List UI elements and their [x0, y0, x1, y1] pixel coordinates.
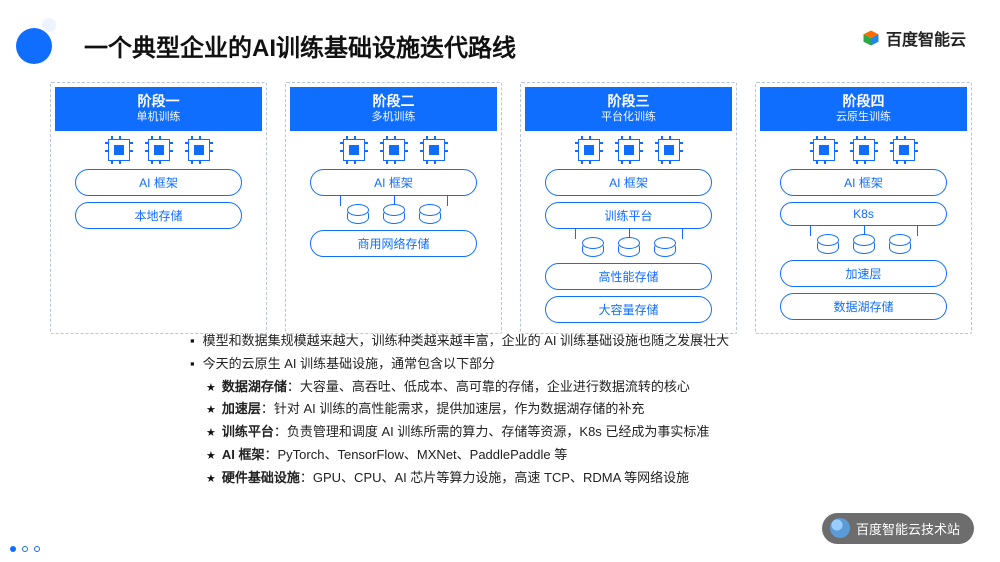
stage-subtitle: 云原生训练: [760, 111, 967, 125]
layer-pill: 加速层: [780, 260, 948, 287]
layer-pill: 高性能存储: [545, 263, 713, 290]
brand-text: 百度智能云: [886, 26, 966, 50]
stage-column: 阶段四云原生训练 AI 框架 K8s 加速层数据湖存储: [755, 82, 972, 334]
chip-icon: [658, 139, 680, 161]
chip-icon: [813, 139, 835, 161]
cylinder-icon: [618, 241, 640, 257]
chip-icon: [893, 139, 915, 161]
stage-subtitle: 单机训练: [55, 111, 262, 125]
chip-icon: [383, 139, 405, 161]
stage-subtitle: 多机训练: [290, 111, 497, 125]
page-indicator: [10, 546, 40, 552]
cylinder-icon: [654, 241, 676, 257]
stage-subtitle: 平台化训练: [525, 111, 732, 125]
cylinder-icon: [582, 241, 604, 257]
chip-row: [296, 139, 491, 161]
stage-column: 阶段三平台化训练 AI 框架训练平台高性能存储大容量存储: [520, 82, 737, 334]
cylinder-row: [766, 238, 961, 254]
cylinder-row: [531, 241, 726, 257]
bullet-star-item: AI 框架：PyTorch、TensorFlow、MXNet、PaddlePad…: [190, 444, 960, 467]
bullet-item: 今天的云原生 AI 训练基础设施，通常包含以下部分: [190, 353, 960, 376]
chip-icon: [343, 139, 365, 161]
chip-icon: [148, 139, 170, 161]
pager-dot: [10, 546, 16, 552]
stage-header: 阶段二多机训练: [290, 87, 497, 131]
chip-icon: [108, 139, 130, 161]
cylinder-icon: [383, 208, 405, 224]
stage-title: 阶段二: [290, 93, 497, 111]
wechat-badge: 百度智能云技术站: [822, 513, 974, 544]
chip-icon: [618, 139, 640, 161]
layer-pill: AI 框架: [310, 169, 478, 196]
stage-header: 阶段一单机训练: [55, 87, 262, 131]
layer-pill: 商用网络存储: [310, 230, 478, 257]
pager-dot: [34, 546, 40, 552]
stage-title: 阶段三: [525, 93, 732, 111]
stage-body: AI 框架本地存储: [51, 139, 266, 239]
chip-icon: [188, 139, 210, 161]
stage-body: AI 框架训练平台高性能存储大容量存储: [521, 139, 736, 333]
cylinder-icon: [419, 208, 441, 224]
layer-pill: 大容量存储: [545, 296, 713, 323]
stage-body: AI 框架商用网络存储: [286, 139, 501, 267]
chip-row: [766, 139, 961, 161]
chip-row: [61, 139, 256, 161]
stages-row: 阶段一单机训练AI 框架本地存储阶段二多机训练AI 框架商用网络存储阶段三平台化…: [50, 82, 972, 334]
cube-icon: [862, 29, 880, 47]
cylinder-icon: [817, 238, 839, 254]
brand-logo: 百度智能云: [862, 26, 966, 50]
stage-title: 阶段一: [55, 93, 262, 111]
stage-header: 阶段四云原生训练: [760, 87, 967, 131]
chip-icon: [423, 139, 445, 161]
cylinder-icon: [853, 238, 875, 254]
stage-title: 阶段四: [760, 93, 967, 111]
bullet-star-item: 训练平台：负责管理和调度 AI 训练所需的算力、存储等资源，K8s 已经成为事实…: [190, 421, 960, 444]
bullet-star-item: 数据湖存储：大容量、高吞吐、低成本、高可靠的存储，企业进行数据流转的核心: [190, 376, 960, 399]
bullet-star-item: 硬件基础设施：GPU、CPU、AI 芯片等算力设施，高速 TCP、RDMA 等网…: [190, 467, 960, 490]
layer-pill: AI 框架: [545, 169, 713, 196]
stage-header: 阶段三平台化训练: [525, 87, 732, 131]
bullet-item: 模型和数据集规模越来越大，训练种类越来越丰富，企业的 AI 训练基础设施也随之发…: [190, 330, 960, 353]
layer-pill: 数据湖存储: [780, 293, 948, 320]
chip-row: [531, 139, 726, 161]
stage-column: 阶段一单机训练 AI 框架本地存储: [50, 82, 267, 334]
chip-icon: [853, 139, 875, 161]
bullet-star-item: 加速层：针对 AI 训练的高性能需求，提供加速层，作为数据湖存储的补充: [190, 398, 960, 421]
cylinder-icon: [889, 238, 911, 254]
pager-dot: [22, 546, 28, 552]
layer-pill: AI 框架: [780, 169, 948, 196]
layer-pill: K8s: [780, 202, 948, 226]
stage-body: AI 框架 K8s 加速层数据湖存储: [756, 139, 971, 330]
page-title: 一个典型企业的AI训练基础设施迭代路线: [84, 28, 516, 63]
chip-icon: [578, 139, 600, 161]
bullet-list: 模型和数据集规模越来越大，训练种类越来越丰富，企业的 AI 训练基础设施也随之发…: [190, 330, 960, 489]
layer-pill: AI 框架: [75, 169, 243, 196]
layer-pill: 本地存储: [75, 202, 243, 229]
layer-pill: 训练平台: [545, 202, 713, 229]
wechat-badge-text: 百度智能云技术站: [856, 522, 960, 537]
cylinder-icon: [347, 208, 369, 224]
stage-column: 阶段二多机训练 AI 框架商用网络存储: [285, 82, 502, 334]
cylinder-row: [296, 208, 491, 224]
